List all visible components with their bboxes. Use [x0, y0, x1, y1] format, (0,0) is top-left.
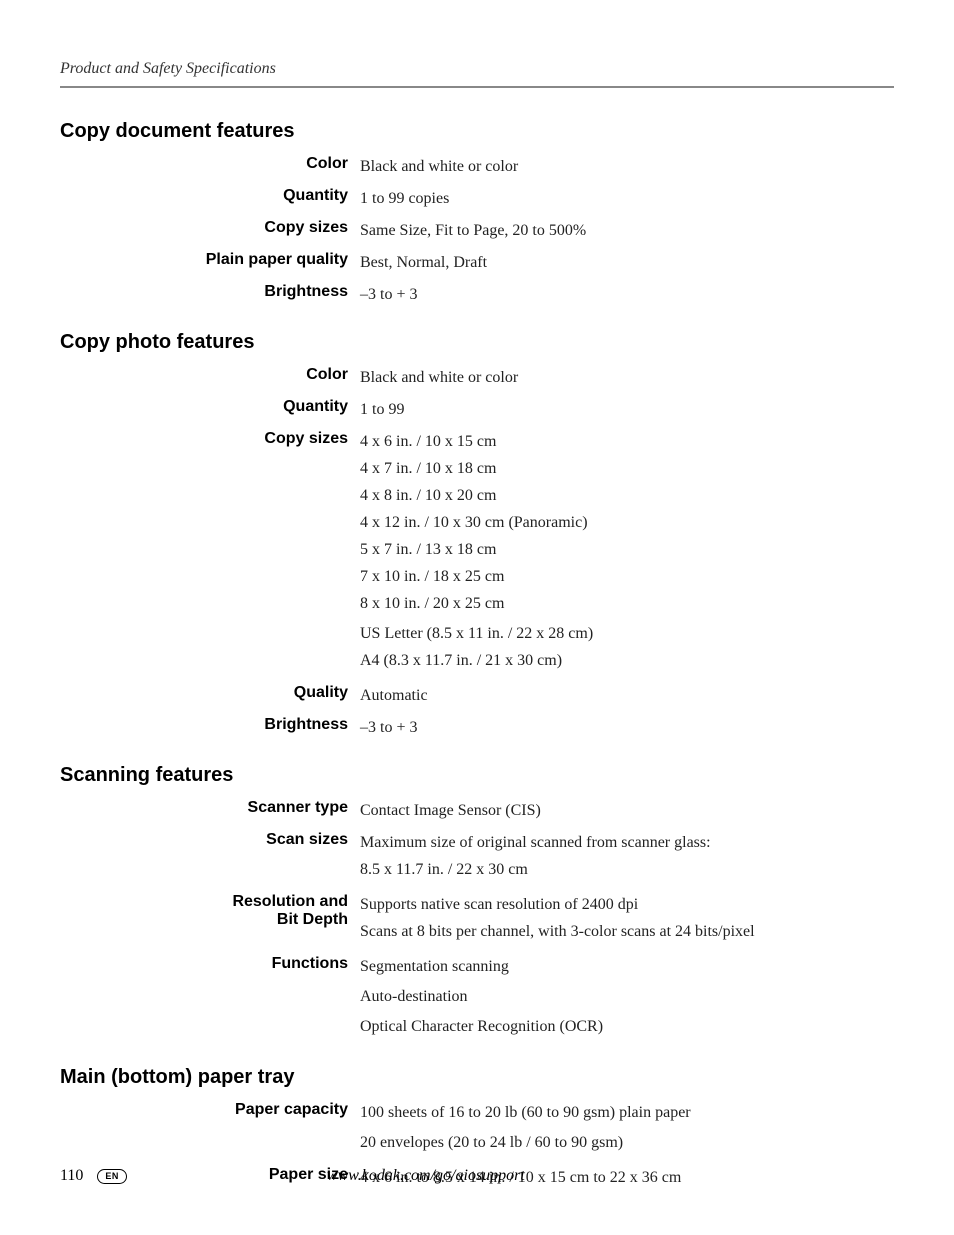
spec-value-quantity: 1 to 99 copies — [360, 187, 449, 211]
page-number: 110 — [60, 1167, 83, 1185]
spec-label-quantity: Quantity — [60, 187, 360, 205]
copy-size-line: 4 x 8 in. / 10 x 20 cm — [360, 484, 593, 508]
copy-size-line: 7 x 10 in. / 18 x 25 cm — [360, 565, 593, 589]
footer-url: www.kodak.com/go/aiosupport — [327, 1167, 525, 1185]
scansize-line: Maximum size of original scanned from sc… — [360, 831, 711, 855]
spec-value-color: Black and white or color — [360, 155, 518, 179]
spec-label-scansizes: Scan sizes — [60, 831, 360, 849]
resolution-line: Supports native scan resolution of 2400 … — [360, 893, 755, 917]
spec-row: Copy sizes Same Size, Fit to Page, 20 to… — [60, 219, 894, 243]
capacity-line: 100 sheets of 16 to 20 lb (60 to 90 gsm)… — [360, 1101, 691, 1125]
spec-label-quality: Quality — [60, 684, 360, 702]
spec-label-capacity: Paper capacity — [60, 1101, 360, 1119]
spec-label-copysizes: Copy sizes — [60, 430, 360, 448]
spec-row: Scan sizes Maximum size of original scan… — [60, 831, 894, 885]
spec-row: Paper capacity 100 sheets of 16 to 20 lb… — [60, 1101, 894, 1158]
function-line: Optical Character Recognition (OCR) — [360, 1015, 603, 1039]
copy-size-line: 8 x 10 in. / 20 x 25 cm — [360, 592, 593, 616]
section-heading-copy-document: Copy document features — [60, 120, 894, 143]
spec-row: Color Black and white or color — [60, 366, 894, 390]
spec-row: Quantity 1 to 99 — [60, 398, 894, 422]
spec-value-copysizes: Same Size, Fit to Page, 20 to 500% — [360, 219, 586, 243]
copy-size-line: A4 (8.3 x 11.7 in. / 21 x 30 cm) — [360, 649, 593, 673]
spec-label-color: Color — [60, 366, 360, 384]
capacity-line: 20 envelopes (20 to 24 lb / 60 to 90 gsm… — [360, 1131, 691, 1155]
spec-label-color: Color — [60, 155, 360, 173]
resolution-label-line: Resolution and — [60, 893, 348, 911]
spec-label-functions: Functions — [60, 955, 360, 973]
language-badge: EN — [97, 1169, 127, 1184]
spec-value-resolution: Supports native scan resolution of 2400 … — [360, 893, 755, 947]
section-heading-scanning: Scanning features — [60, 764, 894, 787]
spec-row: Resolution and Bit Depth Supports native… — [60, 893, 894, 947]
spec-value-capacity: 100 sheets of 16 to 20 lb (60 to 90 gsm)… — [360, 1101, 691, 1158]
page-header: Product and Safety Specifications — [60, 60, 894, 88]
resolution-line: Scans at 8 bits per channel, with 3-colo… — [360, 920, 755, 944]
spec-row: Functions Segmentation scanning Auto-des… — [60, 955, 894, 1042]
page-footer: 110 EN www.kodak.com/go/aiosupport — [60, 1167, 894, 1185]
section-heading-copy-photo: Copy photo features — [60, 331, 894, 354]
copy-size-line: 5 x 7 in. / 13 x 18 cm — [360, 538, 593, 562]
spec-value-brightness: –3 to + 3 — [360, 716, 417, 740]
spec-row: Quality Automatic — [60, 684, 894, 708]
spec-value-brightness: –3 to + 3 — [360, 283, 417, 307]
copy-size-line: 4 x 12 in. / 10 x 30 cm (Panoramic) — [360, 511, 593, 535]
spec-label-copysizes: Copy sizes — [60, 219, 360, 237]
spec-value-scannertype: Contact Image Sensor (CIS) — [360, 799, 541, 823]
spec-row: Quantity 1 to 99 copies — [60, 187, 894, 211]
copy-size-line: 4 x 6 in. / 10 x 15 cm — [360, 430, 593, 454]
copy-size-line: 4 x 7 in. / 10 x 18 cm — [360, 457, 593, 481]
scansize-line: 8.5 x 11.7 in. / 22 x 30 cm — [360, 858, 711, 882]
spec-value-quality: Automatic — [360, 684, 428, 708]
spec-value-functions: Segmentation scanning Auto-destination O… — [360, 955, 603, 1042]
section-heading-paper-tray: Main (bottom) paper tray — [60, 1066, 894, 1089]
copy-size-line: US Letter (8.5 x 11 in. / 22 x 28 cm) — [360, 622, 593, 646]
spec-row: Color Black and white or color — [60, 155, 894, 179]
spec-value-copysizes: 4 x 6 in. / 10 x 15 cm 4 x 7 in. / 10 x … — [360, 430, 593, 676]
spec-row: Copy sizes 4 x 6 in. / 10 x 15 cm 4 x 7 … — [60, 430, 894, 676]
spec-label-paperquality: Plain paper quality — [60, 251, 360, 269]
function-line: Auto-destination — [360, 985, 603, 1009]
function-line: Segmentation scanning — [360, 955, 603, 979]
spec-label-brightness: Brightness — [60, 716, 360, 734]
spec-row: Brightness –3 to + 3 — [60, 283, 894, 307]
spec-value-quantity: 1 to 99 — [360, 398, 404, 422]
spec-label-scannertype: Scanner type — [60, 799, 360, 817]
resolution-label-line: Bit Depth — [60, 911, 348, 929]
spec-row: Scanner type Contact Image Sensor (CIS) — [60, 799, 894, 823]
spec-row: Plain paper quality Best, Normal, Draft — [60, 251, 894, 275]
spec-value-color: Black and white or color — [360, 366, 518, 390]
spec-label-brightness: Brightness — [60, 283, 360, 301]
spec-label-resolution: Resolution and Bit Depth — [60, 893, 360, 929]
spec-label-quantity: Quantity — [60, 398, 360, 416]
spec-row: Brightness –3 to + 3 — [60, 716, 894, 740]
spec-value-paperquality: Best, Normal, Draft — [360, 251, 487, 275]
spec-value-scansizes: Maximum size of original scanned from sc… — [360, 831, 711, 885]
